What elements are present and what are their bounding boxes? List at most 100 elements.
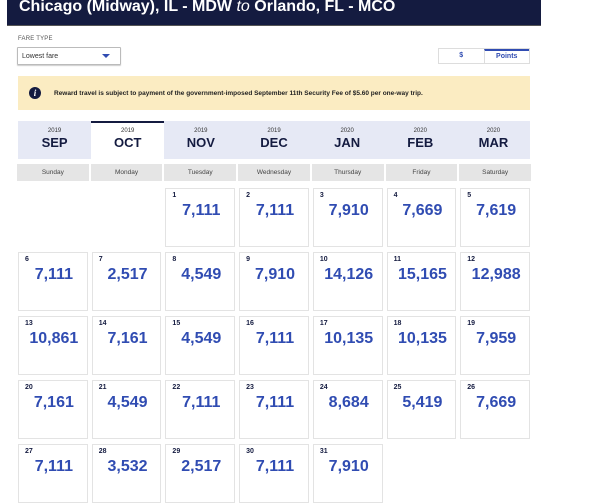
day-cell[interactable]: 15 4,549 bbox=[165, 316, 236, 375]
tab-nov[interactable]: 2019 NOV bbox=[164, 121, 237, 159]
day-number: 3 bbox=[319, 192, 324, 199]
fare-type-value: Lowest fare bbox=[22, 53, 59, 60]
day-price: 7,669 bbox=[402, 202, 443, 219]
day-cell[interactable]: 9 7,910 bbox=[239, 252, 309, 311]
day-number: 20 bbox=[25, 384, 33, 391]
day-cell[interactable]: 2 7,111 bbox=[239, 188, 309, 247]
day-cell[interactable]: 20 7,161 bbox=[18, 380, 88, 439]
day-price: 8,684 bbox=[328, 394, 369, 411]
day-number: 7 bbox=[98, 256, 103, 263]
day-number: 27 bbox=[25, 448, 33, 455]
day-cell[interactable]: 10 14,126 bbox=[312, 252, 383, 311]
day-cell[interactable]: 25 5,419 bbox=[386, 380, 457, 439]
day-cell[interactable]: 17 10,135 bbox=[312, 316, 383, 375]
day-number: 1 bbox=[172, 192, 177, 199]
month-name: OCT bbox=[113, 135, 142, 150]
weekday-friday: Friday bbox=[385, 164, 458, 181]
day-cell[interactable]: 4 7,669 bbox=[386, 188, 457, 247]
weekday-wednesday: Wednesday bbox=[238, 164, 310, 181]
day-cell[interactable]: 26 7,669 bbox=[460, 380, 530, 439]
day-number: 24 bbox=[319, 384, 328, 391]
day-cell[interactable]: 3 7,910 bbox=[312, 188, 383, 247]
day-cell[interactable]: 8 4,549 bbox=[165, 252, 236, 311]
day-price: 12,988 bbox=[471, 266, 521, 283]
empty-cell bbox=[18, 188, 88, 247]
day-price: 7,910 bbox=[328, 458, 369, 475]
day-price: 7,910 bbox=[254, 266, 296, 283]
tab-oct[interactable]: 2019 OCT bbox=[91, 121, 165, 159]
day-cell[interactable]: 14 7,161 bbox=[91, 316, 162, 375]
dollars-button[interactable]: $ bbox=[459, 52, 464, 59]
origin: Chicago (Midway), IL - MDW bbox=[19, 0, 233, 15]
day-cell[interactable]: 7 2,517 bbox=[91, 252, 162, 311]
day-cell[interactable]: 11 15,165 bbox=[386, 252, 457, 311]
day-number: 6 bbox=[25, 256, 29, 263]
notice-banner: i Reward travel is subject to payment of … bbox=[18, 76, 530, 110]
fare-type-select[interactable]: Lowest fare bbox=[17, 47, 121, 65]
day-price: 5,419 bbox=[402, 394, 443, 411]
weekday-monday: Monday bbox=[90, 164, 163, 181]
day-number: 23 bbox=[246, 384, 254, 391]
calendar-grid: 1 7,111 2 7,111 3 7,910 4 7,669 5 7,619 6 7,111 7 2,5… bbox=[18, 188, 530, 503]
day-number: 11 bbox=[393, 256, 401, 263]
day-number: 5 bbox=[467, 192, 472, 199]
day-number: 16 bbox=[246, 320, 254, 327]
tab-mar[interactable]: 2020 MAR bbox=[457, 121, 530, 159]
day-cell[interactable]: 1 7,111 bbox=[165, 188, 236, 247]
day-number: 18 bbox=[393, 320, 402, 327]
to-label: to bbox=[236, 0, 250, 15]
weekday-sunday: Sunday bbox=[17, 164, 89, 181]
weekday-thursday: Thursday bbox=[311, 164, 384, 181]
day-cell[interactable]: 16 7,111 bbox=[239, 316, 309, 375]
day-cell[interactable]: 13 10,861 bbox=[18, 316, 88, 375]
tab-jan[interactable]: 2020 JAN bbox=[311, 121, 384, 159]
month-name: FEB bbox=[407, 135, 434, 150]
day-price: 4,549 bbox=[181, 330, 222, 347]
day-number: 9 bbox=[246, 256, 251, 263]
day-price: 7,111 bbox=[255, 330, 295, 347]
day-number: 4 bbox=[393, 192, 398, 199]
day-price: 7,111 bbox=[255, 202, 295, 219]
day-cell[interactable]: 29 2,517 bbox=[165, 444, 236, 503]
points-button[interactable]: Points bbox=[483, 49, 529, 63]
day-cell[interactable]: 12 12,988 bbox=[460, 252, 530, 311]
day-number: 22 bbox=[172, 384, 181, 391]
day-price: 7,111 bbox=[182, 202, 221, 219]
day-cell[interactable]: 5 7,619 bbox=[460, 188, 530, 247]
day-cell[interactable]: 18 10,135 bbox=[386, 316, 457, 375]
day-number: 21 bbox=[98, 384, 107, 391]
day-price: 2,517 bbox=[181, 458, 222, 475]
day-cell[interactable]: 28 3,532 bbox=[91, 444, 162, 503]
day-cell[interactable]: 23 7,111 bbox=[239, 380, 309, 439]
day-price: 2,517 bbox=[107, 266, 148, 283]
day-cell[interactable]: 31 7,910 bbox=[312, 444, 383, 503]
day-price: 7,111 bbox=[182, 394, 221, 411]
day-number: 13 bbox=[25, 320, 33, 327]
day-number: 19 bbox=[467, 320, 476, 327]
day-number: 2 bbox=[246, 192, 251, 199]
tab-dec[interactable]: 2019 DEC bbox=[237, 121, 310, 159]
tab-sep[interactable]: 2019 SEP bbox=[18, 121, 91, 159]
chevron-down-icon bbox=[102, 54, 110, 58]
day-cell[interactable]: 27 7,111 bbox=[18, 444, 88, 503]
month-name: MAR bbox=[478, 135, 509, 150]
day-price: 7,111 bbox=[255, 458, 295, 475]
day-cell[interactable]: 19 7,959 bbox=[460, 316, 530, 375]
tab-feb[interactable]: 2020 FEB bbox=[384, 121, 457, 159]
route-header: Chicago (Midway), IL - MDW to Orlando, F… bbox=[7, 0, 541, 26]
day-cell[interactable]: 6 7,111 bbox=[18, 252, 88, 311]
day-number: 15 bbox=[172, 320, 181, 327]
notice-text: Reward travel is subject to payment of t… bbox=[54, 89, 423, 97]
day-cell[interactable]: 22 7,111 bbox=[165, 380, 236, 439]
day-number: 30 bbox=[246, 448, 254, 455]
day-cell[interactable]: 24 8,684 bbox=[312, 380, 383, 439]
month-tabs: 2019 SEP 2019 OCT 2019 NOV 2019 DEC 2020 JAN 2020 F… bbox=[18, 121, 530, 159]
month-year: 2019 bbox=[267, 128, 281, 134]
destination: Orlando, FL - MCO bbox=[254, 0, 396, 15]
day-cell[interactable]: 21 4,549 bbox=[91, 380, 162, 439]
day-price: 7,619 bbox=[476, 202, 517, 219]
fare-type-label: FARE TYPE bbox=[18, 36, 53, 42]
day-cell[interactable]: 30 7,111 bbox=[239, 444, 309, 503]
day-price: 15,165 bbox=[397, 266, 447, 283]
month-year: 2019 bbox=[47, 128, 62, 134]
